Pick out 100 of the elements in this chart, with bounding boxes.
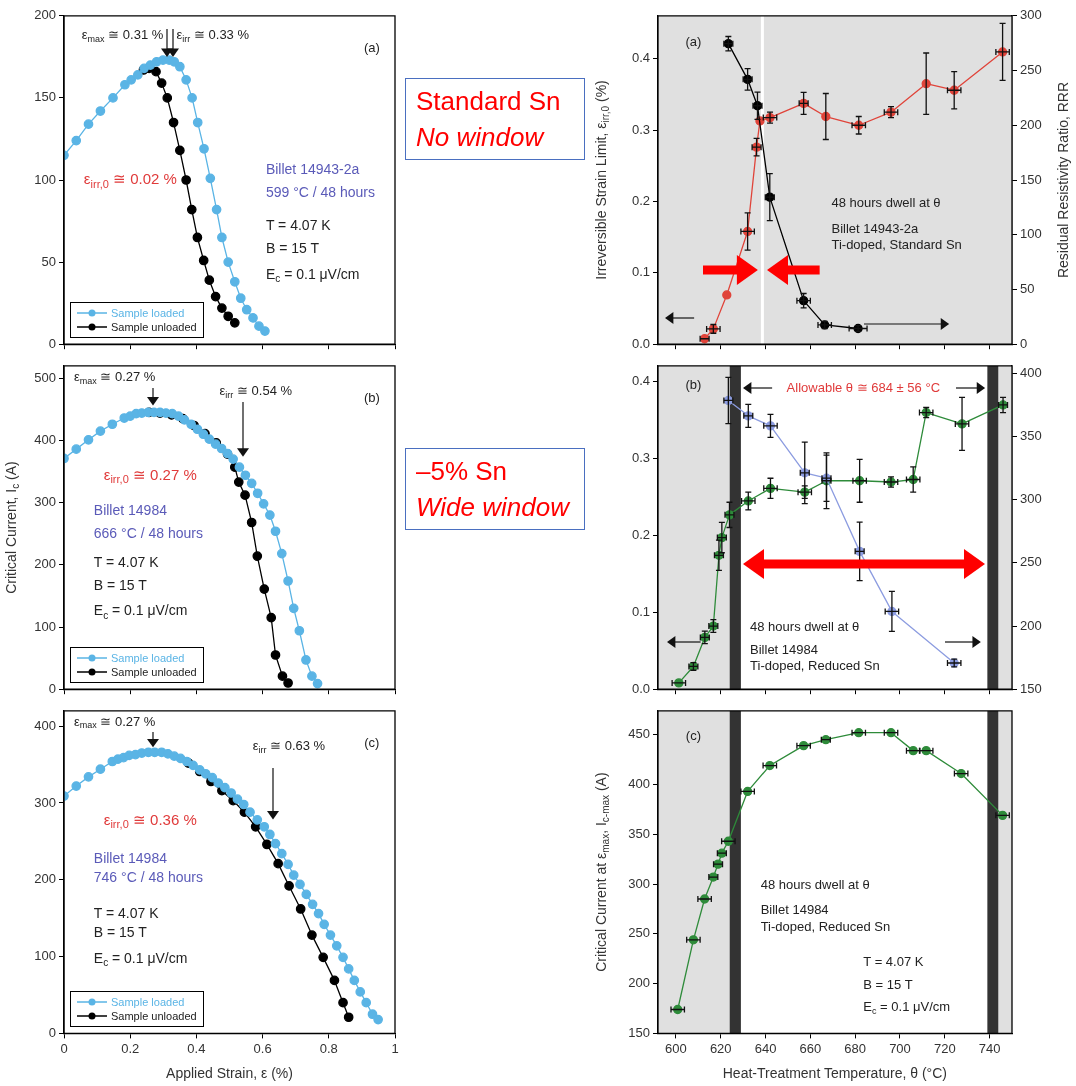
y-tick-label: 300 xyxy=(34,494,56,510)
legend-label: Sample unloaded xyxy=(111,665,197,680)
legend-label: Sample unloaded xyxy=(111,1009,197,1024)
y2-tick-label: 400 xyxy=(1020,364,1042,380)
annotation: Billet 14984 xyxy=(93,850,168,867)
x-axis-title: Applied Strain, ε (%) xyxy=(166,1064,293,1081)
y-tick-label: 300 xyxy=(628,875,650,891)
y2-tick-label: 250 xyxy=(1020,554,1042,570)
y-tick-label: 400 xyxy=(628,776,650,792)
annotation: (c) xyxy=(364,734,380,750)
annotation: 48 hours dwell at θ xyxy=(831,194,941,210)
annotation: 666 °C / 48 hours xyxy=(93,524,203,541)
legend-label: Sample unloaded xyxy=(111,320,197,335)
annotation: Billet 14943-2a xyxy=(831,220,919,236)
y-tick-label: 0.1 xyxy=(631,264,650,280)
legend-label: Sample loaded xyxy=(111,651,185,666)
y-tick-label: 150 xyxy=(628,1024,650,1040)
annotation: (a) xyxy=(363,40,380,56)
annotation: B = 15 T xyxy=(863,976,913,992)
y2-tick-label: 200 xyxy=(1020,617,1042,633)
annotation: B = 15 T xyxy=(265,239,320,256)
y2-tick-label: 200 xyxy=(1020,116,1042,132)
y2-tick-label: 100 xyxy=(1020,226,1042,242)
y-tick-label: 500 xyxy=(34,369,56,385)
y2-axis-title: Residual Resistivity Ratio, RRR xyxy=(1054,81,1071,279)
x-tick-label: 0.6 xyxy=(253,1040,272,1056)
y-tick-label: 450 xyxy=(628,726,650,742)
legend-label: Sample loaded xyxy=(111,306,185,321)
x-tick-label: 0 xyxy=(60,1040,68,1056)
y-tick-label: 0.3 xyxy=(631,121,650,137)
y-tick-label: 0.0 xyxy=(631,335,650,351)
annotation: 48 hours dwell at θ xyxy=(760,876,870,892)
y-tick-label: 100 xyxy=(34,948,56,964)
y2-tick-label: 150 xyxy=(1020,680,1042,696)
y2-tick-label: 0 xyxy=(1020,335,1028,351)
annotation: B = 15 T xyxy=(93,924,148,941)
y-tick-label: 0.4 xyxy=(631,372,650,388)
y-tick-label: 250 xyxy=(628,925,650,941)
y2-tick-label: 300 xyxy=(1020,491,1042,507)
annotation: Ti-doped, Reduced Sn xyxy=(760,918,891,934)
y-tick-label: 400 xyxy=(34,717,56,733)
annotation: Billet 14943-2a xyxy=(265,161,360,178)
text: –5% Sn xyxy=(416,455,509,488)
y2-tick-label: 350 xyxy=(1020,428,1042,444)
annotation: Billet 14984 xyxy=(760,902,829,918)
x-tick-label: 660 xyxy=(799,1040,822,1056)
x-tick-label: 700 xyxy=(889,1040,911,1056)
annotation: T = 4.07 K xyxy=(93,553,160,570)
annotation: 599 °C / 48 hours xyxy=(265,184,376,200)
y-tick-label: 100 xyxy=(34,618,56,634)
text: Wide window xyxy=(416,491,572,524)
x-tick-label: 720 xyxy=(933,1040,956,1056)
annotation: 48 hours dwell at θ xyxy=(750,619,860,635)
y-tick-label: 0.2 xyxy=(631,193,650,208)
y-tick-label: 150 xyxy=(34,89,56,105)
annotation: Ti-doped, Standard Sn xyxy=(831,237,962,253)
annotation: Allowable θ ≅ 684 ± 56 °C xyxy=(786,380,941,396)
annotation: (b) xyxy=(363,389,380,405)
y2-tick-label: 300 xyxy=(1020,7,1042,23)
y2-tick-label: 50 xyxy=(1020,281,1035,297)
x-tick-label: 680 xyxy=(844,1040,867,1056)
annotation: T = 4.07 K xyxy=(93,904,160,921)
y-tick-label: 0 xyxy=(48,335,56,351)
annotation: (a) xyxy=(685,33,702,49)
y-axis-title: Irreversible Strain Limit, εirr,0 (%) xyxy=(592,80,611,280)
legend-label: Sample loaded xyxy=(111,995,185,1010)
y-tick-label: 200 xyxy=(628,975,650,991)
y2-tick-label: 150 xyxy=(1020,171,1042,187)
y-tick-label: 0.0 xyxy=(631,680,650,696)
y-tick-label: 0.4 xyxy=(631,50,650,66)
y-tick-label: 200 xyxy=(34,556,56,572)
y-tick-label: 0.2 xyxy=(631,526,650,542)
annotation: Ti-doped, Reduced Sn xyxy=(750,658,880,674)
x-tick-label: 600 xyxy=(665,1040,687,1056)
x-axis-title: Heat-Treatment Temperature, θ (°C) xyxy=(722,1064,947,1081)
x-tick-label: 0.2 xyxy=(121,1040,140,1056)
y-tick-label: 0 xyxy=(48,680,56,696)
y-tick-label: 350 xyxy=(628,825,650,841)
annotation: (c) xyxy=(685,728,701,744)
annotation: B = 15 T xyxy=(93,576,148,593)
text: No window xyxy=(416,121,546,154)
y-axis-title: Critical Current at εmax, Ic-max (A) xyxy=(592,772,611,972)
y-tick-label: 0 xyxy=(48,1024,56,1040)
y-axis-title: Critical Current, Ic (A) xyxy=(2,461,21,594)
x-tick-label: 620 xyxy=(709,1040,732,1056)
y-tick-label: 100 xyxy=(34,171,56,187)
y-tick-label: 300 xyxy=(34,794,56,810)
x-tick-label: 740 xyxy=(978,1040,1001,1056)
text: Standard Sn xyxy=(416,85,562,118)
y-tick-label: 0.1 xyxy=(631,603,650,619)
x-tick-label: 0.8 xyxy=(319,1040,338,1056)
y-tick-label: 50 xyxy=(41,253,56,269)
y-tick-label: 0.3 xyxy=(631,449,650,465)
annotation: Billet 14984 xyxy=(93,502,168,519)
x-tick-label: 640 xyxy=(754,1040,777,1056)
annotation: 746 °C / 48 hours xyxy=(93,869,203,886)
y2-tick-label: 250 xyxy=(1020,62,1042,78)
x-tick-label: 1 xyxy=(391,1040,399,1056)
x-tick-label: 0.4 xyxy=(187,1040,206,1056)
annotation: T = 4.07 K xyxy=(265,216,332,233)
